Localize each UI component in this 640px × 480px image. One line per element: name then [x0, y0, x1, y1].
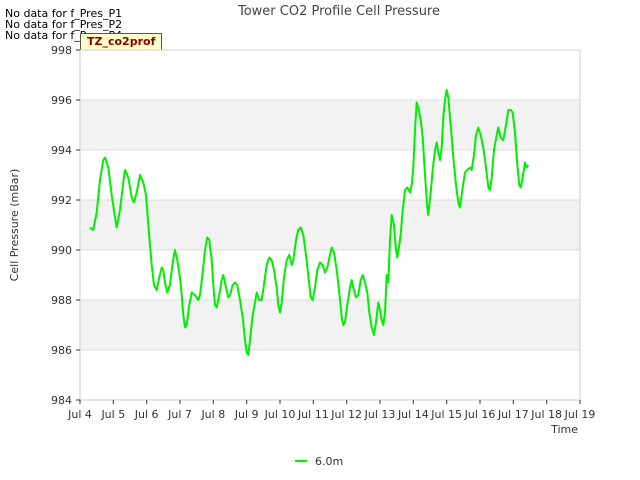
x-axis-label: Time [550, 423, 578, 436]
x-tick-label: Jul 19 [564, 408, 596, 421]
y-tick-label: 998 [51, 44, 72, 57]
x-tick-label: Jul 5 [100, 408, 125, 421]
plot-band [80, 50, 580, 100]
x-tick-label: Jul 9 [234, 408, 259, 421]
x-tick-label: Jul 18 [530, 408, 562, 421]
y-tick-label: 990 [51, 244, 72, 257]
y-tick-label: 994 [51, 144, 72, 157]
no-data-message: No data for f_Pres_P2 [5, 18, 123, 31]
x-tick-label: Jul 10 [264, 408, 296, 421]
series-line-6m [89, 89, 530, 356]
y-tick-label: 984 [51, 394, 72, 407]
plot-band [80, 100, 580, 150]
x-tick-label: Jul 13 [364, 408, 396, 421]
x-tick-label: Jul 16 [464, 408, 496, 421]
y-tick-label: 988 [51, 294, 72, 307]
plot-band [80, 300, 580, 350]
x-tick-label: Jul 11 [297, 408, 329, 421]
x-tick-label: Jul 17 [497, 408, 529, 421]
chart-title: Tower CO2 Profile Cell Pressure [237, 4, 440, 19]
x-tick-label: Jul 14 [397, 408, 429, 421]
plot-band [80, 200, 580, 250]
plot-band [80, 350, 580, 400]
y-tick-label: 986 [51, 344, 72, 357]
y-tick-label: 992 [51, 194, 72, 207]
site-tag: TZ_co2prof [80, 33, 163, 51]
x-tick-label: Jul 15 [430, 408, 462, 421]
x-tick-label: Jul 8 [200, 408, 225, 421]
x-tick-label: Jul 7 [167, 408, 192, 421]
y-axis-label: Cell Pressure (mBar) [8, 169, 21, 282]
x-tick-label: Jul 4 [67, 408, 92, 421]
x-tick-label: Jul 6 [134, 408, 159, 421]
no-data-message: No data for f_Pres_P1 [5, 7, 123, 20]
x-tick-label: Jul 12 [330, 408, 362, 421]
plot-frame [79, 49, 581, 401]
legend-label: 6.0m [315, 455, 343, 468]
y-tick-label: 996 [51, 94, 72, 107]
plot-band [80, 150, 580, 200]
